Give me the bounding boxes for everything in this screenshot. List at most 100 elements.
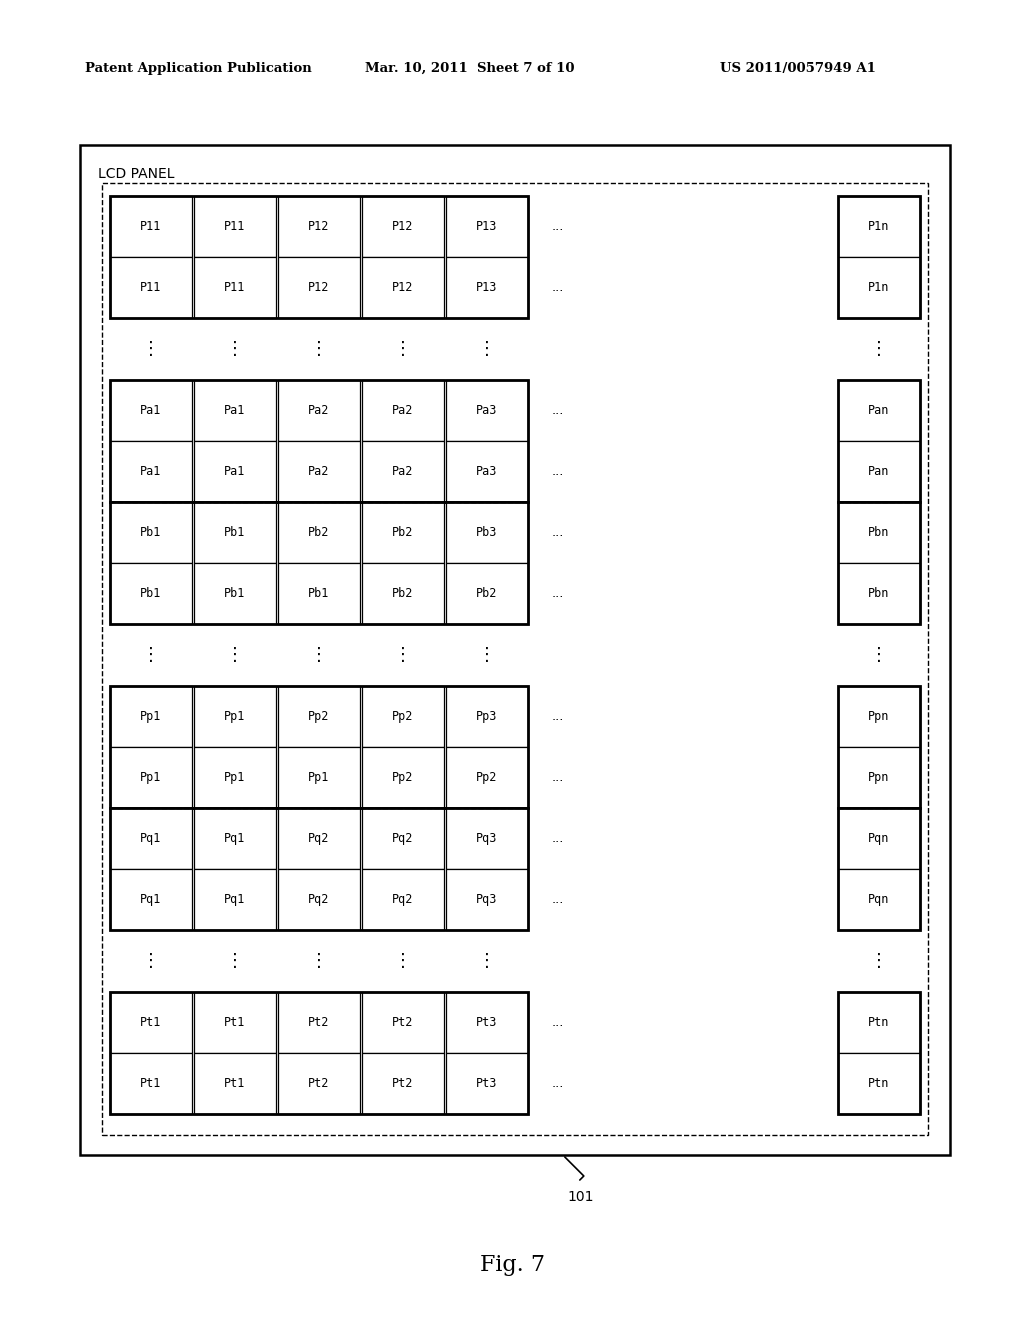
Bar — [194, 380, 276, 441]
Text: Ptn: Ptn — [868, 1077, 890, 1090]
Text: Pbn: Pbn — [868, 587, 890, 601]
Text: P1n: P1n — [868, 281, 890, 294]
Bar — [362, 808, 444, 869]
Text: Pt2: Pt2 — [392, 1077, 414, 1090]
Text: Pa1: Pa1 — [224, 404, 246, 417]
Bar — [194, 808, 276, 869]
Bar — [838, 380, 920, 441]
Bar — [110, 869, 193, 931]
Text: ⋮: ⋮ — [394, 952, 412, 970]
Bar — [110, 747, 193, 808]
Text: Pp1: Pp1 — [224, 771, 246, 784]
Text: P12: P12 — [308, 220, 330, 234]
Bar — [838, 502, 920, 564]
Bar — [194, 502, 276, 564]
Text: ...: ... — [552, 281, 564, 294]
Bar — [838, 686, 920, 747]
Bar — [838, 441, 920, 502]
Text: ...: ... — [552, 1077, 564, 1090]
Text: Pp1: Pp1 — [140, 710, 162, 723]
Bar — [446, 195, 528, 257]
Text: Pb1: Pb1 — [140, 525, 162, 539]
Text: Pa1: Pa1 — [140, 404, 162, 417]
Bar — [110, 502, 193, 564]
Text: Pq1: Pq1 — [224, 832, 246, 845]
Text: Pq3: Pq3 — [476, 832, 498, 845]
Bar — [110, 686, 528, 808]
Text: Pb2: Pb2 — [476, 587, 498, 601]
Text: P11: P11 — [224, 281, 246, 294]
Text: Pt2: Pt2 — [308, 1016, 330, 1030]
Text: 101: 101 — [567, 1191, 594, 1204]
Bar — [362, 993, 444, 1053]
Bar — [278, 195, 360, 257]
Bar — [446, 747, 528, 808]
Text: Ptn: Ptn — [868, 1016, 890, 1030]
Bar — [446, 869, 528, 931]
Text: ⋮: ⋮ — [478, 341, 496, 358]
Text: Pa3: Pa3 — [476, 404, 498, 417]
Text: Pt1: Pt1 — [224, 1016, 246, 1030]
Text: Pb1: Pb1 — [224, 525, 246, 539]
Bar — [446, 502, 528, 564]
Bar — [362, 502, 444, 564]
Bar — [446, 1053, 528, 1114]
Text: Fig. 7: Fig. 7 — [479, 1254, 545, 1276]
Text: Pb1: Pb1 — [140, 587, 162, 601]
Text: ⋮: ⋮ — [310, 341, 328, 358]
Text: ⋮: ⋮ — [870, 645, 888, 664]
Text: ...: ... — [552, 465, 564, 478]
Bar — [110, 993, 193, 1053]
Bar — [446, 686, 528, 747]
Text: P11: P11 — [224, 220, 246, 234]
Text: ⋮: ⋮ — [142, 645, 160, 664]
Text: Pb1: Pb1 — [224, 587, 246, 601]
Text: Pq2: Pq2 — [392, 894, 414, 906]
Bar — [278, 993, 360, 1053]
Bar — [194, 993, 276, 1053]
Text: Pq2: Pq2 — [308, 894, 330, 906]
Text: ...: ... — [552, 404, 564, 417]
Bar — [110, 564, 193, 624]
Bar — [838, 747, 920, 808]
Text: ⋮: ⋮ — [310, 645, 328, 664]
Text: ...: ... — [552, 894, 564, 906]
Bar — [446, 257, 528, 318]
Text: ⋮: ⋮ — [394, 341, 412, 358]
Text: Pb3: Pb3 — [476, 525, 498, 539]
Bar — [446, 564, 528, 624]
Bar — [194, 869, 276, 931]
Text: Pqn: Pqn — [868, 832, 890, 845]
Bar — [838, 808, 920, 931]
Text: ⋮: ⋮ — [870, 952, 888, 970]
Text: Pp2: Pp2 — [476, 771, 498, 784]
Text: ⋮: ⋮ — [870, 341, 888, 358]
Text: Pt1: Pt1 — [140, 1077, 162, 1090]
Bar — [278, 257, 360, 318]
Text: ⋮: ⋮ — [226, 645, 244, 664]
Bar — [102, 183, 928, 1135]
Bar — [362, 380, 444, 441]
Bar — [110, 686, 193, 747]
Text: Pa2: Pa2 — [308, 404, 330, 417]
Text: Pt2: Pt2 — [308, 1077, 330, 1090]
Text: P12: P12 — [392, 220, 414, 234]
Bar — [362, 747, 444, 808]
Text: Pp2: Pp2 — [308, 710, 330, 723]
Text: Pp2: Pp2 — [392, 710, 414, 723]
Bar — [110, 195, 528, 318]
Bar — [80, 145, 950, 1155]
Bar — [838, 993, 920, 1114]
Text: Pb2: Pb2 — [308, 525, 330, 539]
Text: Pa2: Pa2 — [392, 465, 414, 478]
Text: ⋮: ⋮ — [310, 952, 328, 970]
Bar — [838, 993, 920, 1053]
Text: Pt3: Pt3 — [476, 1077, 498, 1090]
Text: Pa1: Pa1 — [224, 465, 246, 478]
Bar — [278, 502, 360, 564]
Text: Pp1: Pp1 — [308, 771, 330, 784]
Text: LCD PANEL: LCD PANEL — [98, 168, 174, 181]
Text: ...: ... — [552, 587, 564, 601]
Text: P11: P11 — [140, 220, 162, 234]
Text: Pqn: Pqn — [868, 894, 890, 906]
